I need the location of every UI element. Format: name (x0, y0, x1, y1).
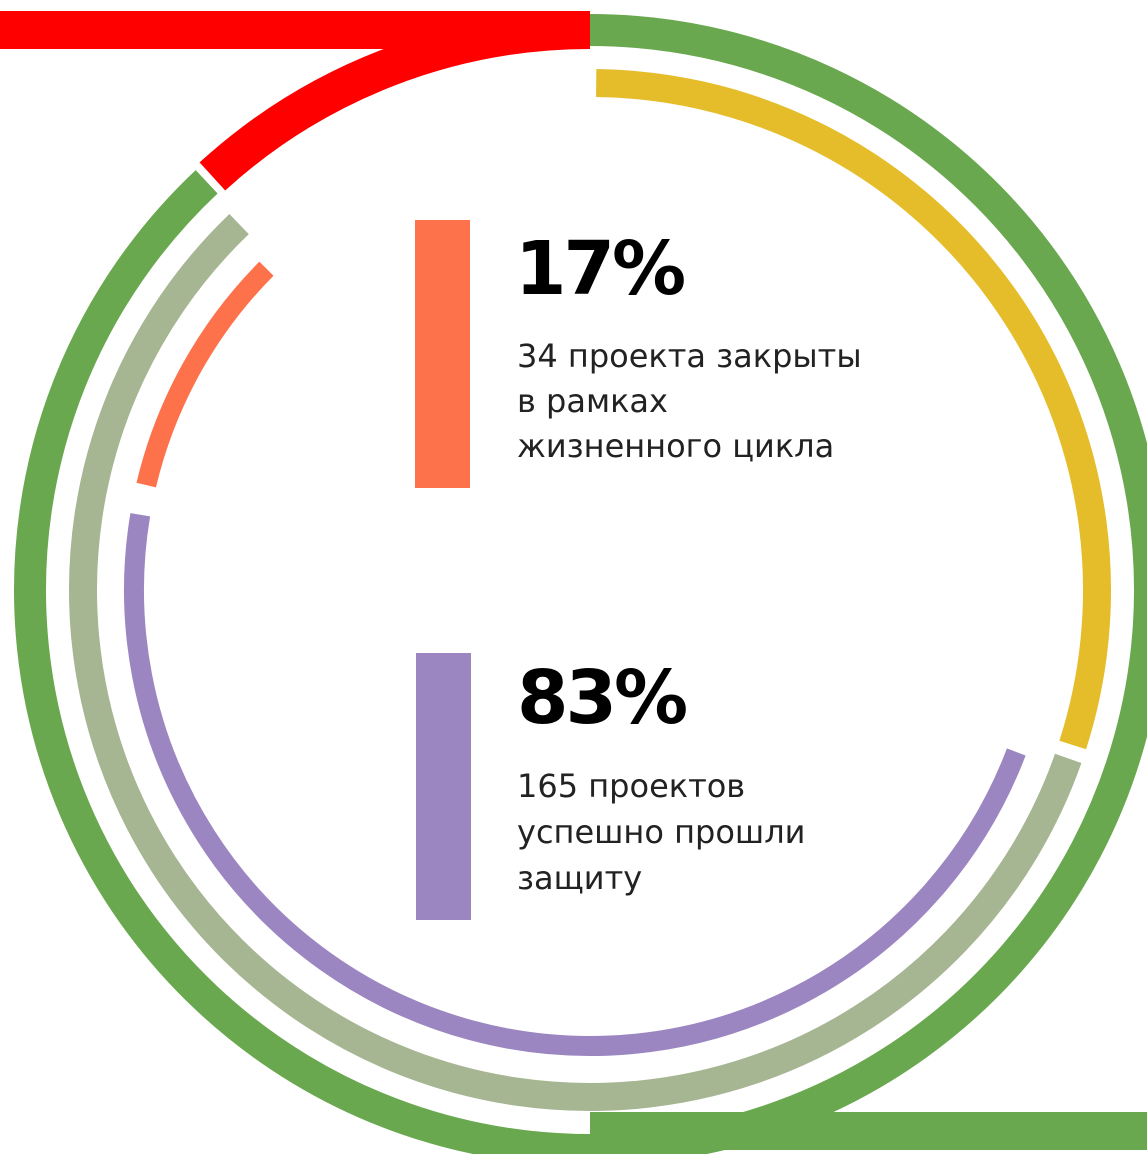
stat-text: 34 проекта закрыты (517, 337, 862, 375)
accent-bar (415, 220, 470, 488)
rings (0, 11, 1147, 1154)
ring-arc (68, 213, 1082, 1111)
ring-arc (0, 11, 591, 191)
ring-arc (596, 69, 1111, 750)
stat-value: 17% (515, 226, 684, 312)
stat-value: 83% (517, 655, 686, 741)
stat-text: успешно прошли (517, 813, 805, 851)
stat-text: в рамках (517, 382, 668, 420)
stat-text: защиту (517, 859, 642, 897)
stat-text: жизненного цикла (517, 427, 834, 465)
stat-text: 165 проектов (517, 767, 745, 805)
ring-arc (124, 513, 1026, 1056)
accent-bar (416, 653, 471, 920)
ring-arc (136, 261, 274, 488)
ring-arc (14, 14, 1147, 1154)
